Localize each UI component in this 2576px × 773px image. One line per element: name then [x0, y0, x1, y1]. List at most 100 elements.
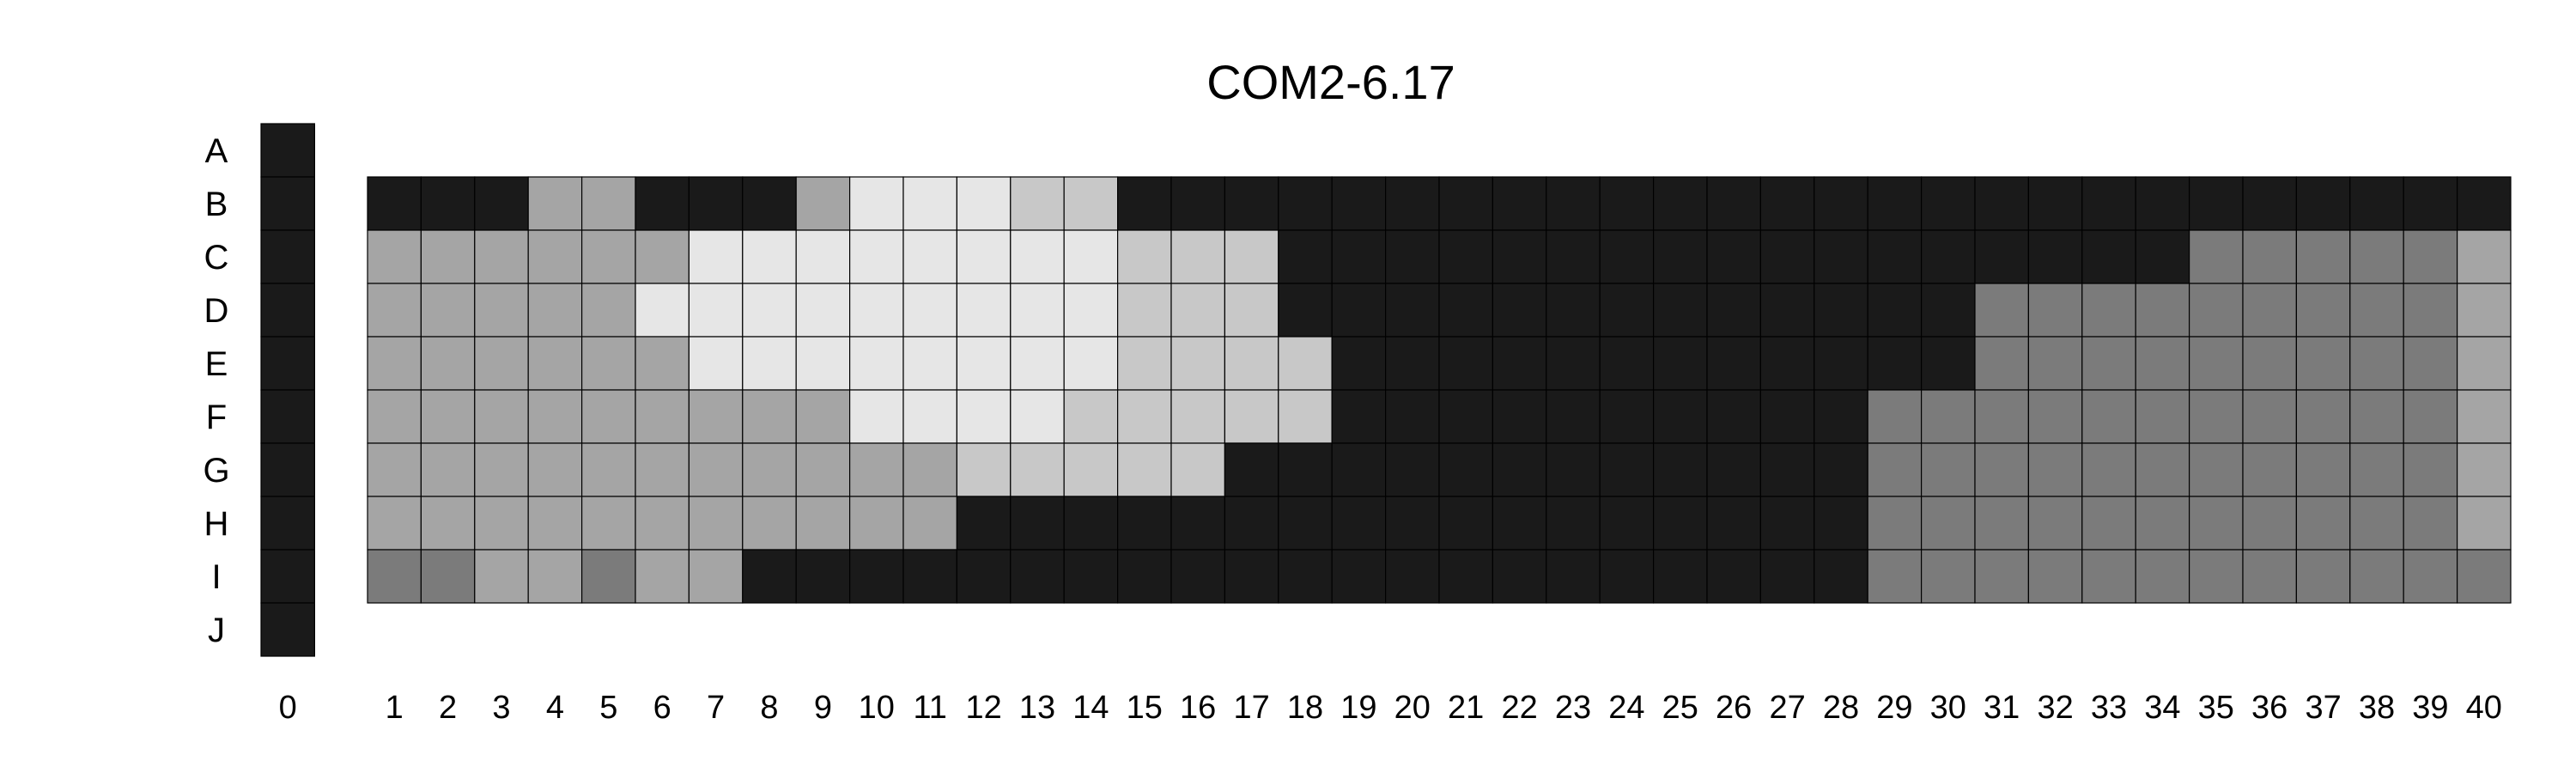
heatmap-cell-B-34: [2135, 176, 2190, 231]
heatmap-cell-F-24: [1599, 389, 1655, 444]
heatmap-cell-D-16: [1170, 283, 1226, 338]
heatmap-cell-E-0: [260, 336, 316, 391]
heatmap-cell-F-20: [1384, 389, 1440, 444]
column-label-39: 39: [2412, 690, 2448, 726]
heatmap-cell-F-17: [1224, 389, 1279, 444]
row-label-F: F: [206, 399, 227, 436]
heatmap-cell-I-8: [742, 549, 797, 604]
heatmap-cell-F-5: [580, 389, 636, 444]
column-label-13: 13: [1019, 690, 1055, 726]
heatmap-cell-F-27: [1759, 389, 1815, 444]
heatmap-cell-E-12: [956, 336, 1012, 391]
heatmap-cell-B-4: [527, 176, 583, 231]
heatmap-cell-E-28: [1814, 336, 1868, 391]
heatmap-cell-G-18: [1278, 442, 1333, 497]
heatmap-cell-E-34: [2135, 336, 2190, 391]
column-label-14: 14: [1072, 690, 1109, 726]
heatmap-cell-B-9: [795, 176, 851, 231]
heatmap-cell-D-39: [2403, 283, 2458, 338]
row-label-H: H: [204, 505, 229, 543]
heatmap-cell-E-39: [2403, 336, 2458, 391]
heatmap-cell-D-15: [1116, 283, 1172, 338]
heatmap-cell-I-23: [1546, 549, 1601, 604]
heatmap-cell-B-35: [2189, 176, 2244, 231]
heatmap-cell-H-2: [420, 496, 476, 551]
heatmap-cell-I-16: [1170, 549, 1226, 604]
heatmap-cell-H-27: [1759, 496, 1815, 551]
heatmap-cell-D-31: [1974, 283, 2030, 338]
heatmap-cell-B-38: [2349, 176, 2404, 231]
heatmap-cell-H-21: [1438, 496, 1494, 551]
heatmap-cell-E-14: [1063, 336, 1119, 391]
heatmap-cell-I-37: [2295, 549, 2351, 604]
heatmap-cell-D-37: [2295, 283, 2351, 338]
heatmap-cell-E-16: [1170, 336, 1226, 391]
heatmap-cell-I-22: [1492, 549, 1547, 604]
heatmap-cell-D-1: [367, 283, 422, 338]
heatmap-cell-F-40: [2457, 389, 2512, 444]
heatmap-cell-H-0: [260, 496, 316, 551]
heatmap-cell-I-11: [902, 549, 958, 604]
heatmap-cell-C-27: [1759, 229, 1815, 284]
heatmap-cell-D-0: [260, 283, 316, 338]
heatmap-cell-I-1: [367, 549, 422, 604]
heatmap-cell-I-20: [1384, 549, 1440, 604]
column-label-20: 20: [1394, 690, 1431, 726]
heatmap-cell-H-32: [2027, 496, 2083, 551]
heatmap-cell-E-8: [742, 336, 797, 391]
heatmap-cell-F-3: [474, 389, 529, 444]
heatmap-cell-C-15: [1116, 229, 1172, 284]
heatmap-cell-E-24: [1599, 336, 1655, 391]
heatmap-cell-H-15: [1116, 496, 1172, 551]
heatmap-cell-G-25: [1652, 442, 1708, 497]
heatmap-cell-D-10: [848, 283, 904, 338]
heatmap-cell-F-23: [1546, 389, 1601, 444]
heatmap-cell-F-18: [1278, 389, 1333, 444]
heatmap-cell-C-39: [2403, 229, 2458, 284]
heatmap-cell-B-17: [1224, 176, 1279, 231]
heatmap-cell-D-3: [474, 283, 529, 338]
heatmap-cell-C-16: [1170, 229, 1226, 284]
heatmap-cell-F-1: [367, 389, 422, 444]
heatmap-cell-E-29: [1867, 336, 1923, 391]
heatmap-cell-G-1: [367, 442, 422, 497]
heatmap-cell-H-12: [956, 496, 1012, 551]
column-label-37: 37: [2305, 690, 2341, 726]
heatmap-cell-F-11: [902, 389, 958, 444]
heatmap-cell-I-15: [1116, 549, 1172, 604]
heatmap-cell-C-10: [848, 229, 904, 284]
column-label-34: 34: [2144, 690, 2180, 726]
heatmap-cell-D-5: [580, 283, 636, 338]
heatmap-cell-G-16: [1170, 442, 1226, 497]
heatmap-cell-C-36: [2242, 229, 2298, 284]
heatmap-cell-I-40: [2457, 549, 2512, 604]
heatmap-cell-G-34: [2135, 442, 2190, 497]
heatmap-cell-H-31: [1974, 496, 2030, 551]
heatmap-cell-I-10: [848, 549, 904, 604]
heatmap-cell-H-23: [1546, 496, 1601, 551]
heatmap-cell-G-13: [1010, 442, 1065, 497]
heatmap-cell-H-26: [1706, 496, 1762, 551]
heatmap-cell-B-22: [1492, 176, 1547, 231]
column-label-38: 38: [2359, 690, 2395, 726]
heatmap-cell-H-14: [1063, 496, 1119, 551]
heatmap-cell-H-35: [2189, 496, 2244, 551]
heatmap-cell-G-8: [742, 442, 797, 497]
heatmap-cell-G-24: [1599, 442, 1655, 497]
heatmap-cell-C-30: [1921, 229, 1976, 284]
heatmap-cell-D-38: [2349, 283, 2404, 338]
heatmap-cell-E-17: [1224, 336, 1279, 391]
heatmap-cell-F-34: [2135, 389, 2190, 444]
heatmap-cell-C-29: [1867, 229, 1923, 284]
column-label-2: 2: [439, 690, 457, 726]
heatmap-cell-H-36: [2242, 496, 2298, 551]
heatmap-cell-E-1: [367, 336, 422, 391]
heatmap-cell-H-1: [367, 496, 422, 551]
column-label-4: 4: [546, 690, 564, 726]
heatmap-cell-F-7: [688, 389, 744, 444]
heatmap-cell-B-8: [742, 176, 797, 231]
heatmap-cell-G-12: [956, 442, 1012, 497]
column-label-12: 12: [965, 690, 1001, 726]
heatmap-cell-F-28: [1814, 389, 1868, 444]
heatmap-cell-D-32: [2027, 283, 2083, 338]
